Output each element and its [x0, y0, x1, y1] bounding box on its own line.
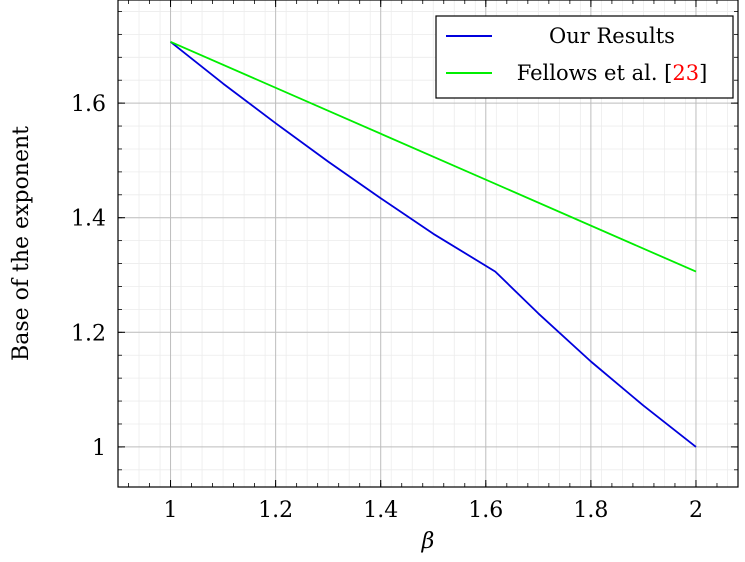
legend-box	[435, 15, 734, 99]
y-axis-title: Base of the exponent	[9, 126, 34, 361]
series-lines	[169, 40, 697, 448]
x-tick-label: 1.6	[468, 498, 503, 523]
y-tick-label: 1	[92, 436, 106, 461]
y-tick-label: 1.6	[71, 92, 106, 117]
legend-label-fellows-citation: 23	[672, 61, 699, 85]
y-tick-label: 1.2	[71, 321, 106, 346]
x-tick-label: 1.2	[258, 498, 293, 523]
x-axis-title: β	[421, 529, 435, 554]
tick-labels: 1 1.2 1.4 1.6 1.8 2 1 1.2 1.4 1.6	[71, 92, 703, 523]
x-tick-label: 1.8	[573, 498, 608, 523]
series-line-0	[169, 41, 697, 448]
series-line-1	[170, 40, 697, 273]
legend-label-fellows-suffix: ]	[699, 61, 707, 85]
x-tick-label: 1.4	[363, 498, 398, 523]
y-tick-label: 1.4	[71, 207, 106, 232]
x-tick-label: 1	[164, 498, 178, 523]
grid	[117, 0, 738, 487]
legend: Our Results Fellows et al. [23]	[435, 15, 734, 99]
plot-frame	[117, 0, 739, 488]
axis-ticks	[118, 0, 739, 487]
legend-label-our-results: Our Results	[549, 24, 675, 48]
legend-label-fellows-prefix: Fellows et al. [	[517, 61, 673, 85]
x-tick-label: 2	[689, 498, 703, 523]
legend-label-fellows: Fellows et al. [23]	[517, 61, 708, 85]
